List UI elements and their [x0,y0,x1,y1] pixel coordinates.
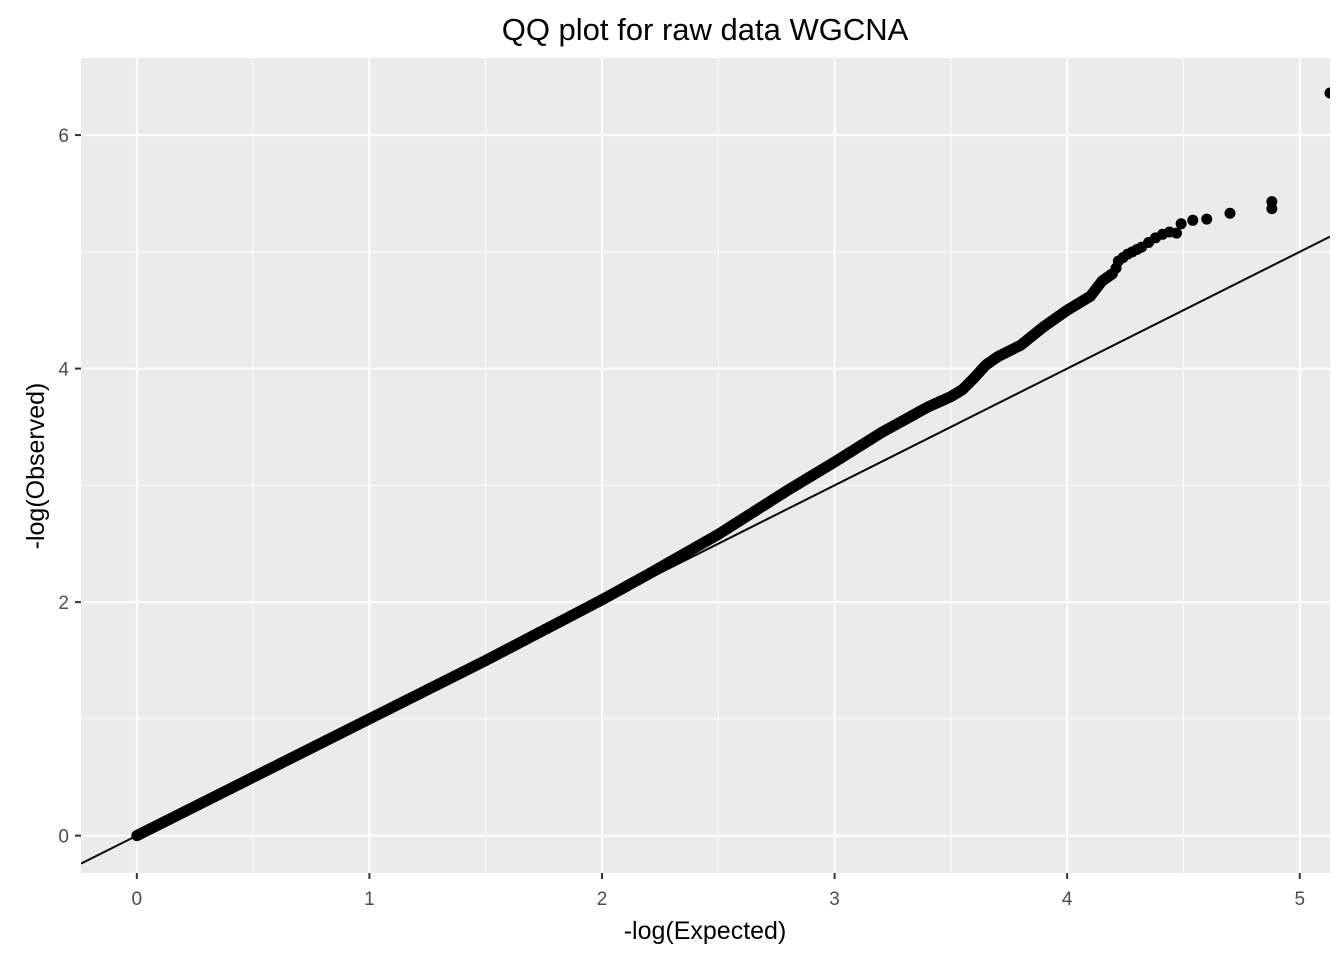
data-point [1224,207,1236,219]
x-tick-label: 3 [829,889,840,910]
data-point [1170,227,1182,239]
data-point [1201,213,1213,225]
data-point [1187,214,1199,226]
x-tick-label: 4 [1062,889,1073,910]
y-tick-label: 2 [58,593,69,614]
y-axis-ticks: 0 2 4 6 [58,126,81,848]
x-tick-label: 5 [1294,889,1305,910]
y-tick-label: 0 [58,827,69,848]
plot-panel [81,58,1330,873]
y-tick-label: 4 [58,360,69,381]
x-tick-label: 1 [364,889,375,910]
data-point [1324,87,1330,99]
grid-lines [81,58,1330,873]
x-tick-label: 2 [597,889,608,910]
y-axis-title: -log(Observed) [22,383,50,550]
y-tick-label: 6 [58,126,69,147]
x-axis-ticks: 0 1 2 3 4 5 [132,873,1305,910]
chart-title: QQ plot for raw data WGCNA [502,12,909,47]
data-points [131,87,1330,842]
data-point [1266,196,1278,208]
data-point [1175,218,1187,230]
x-axis-title: -log(Expected) [624,917,787,945]
x-tick-label: 0 [132,889,143,910]
